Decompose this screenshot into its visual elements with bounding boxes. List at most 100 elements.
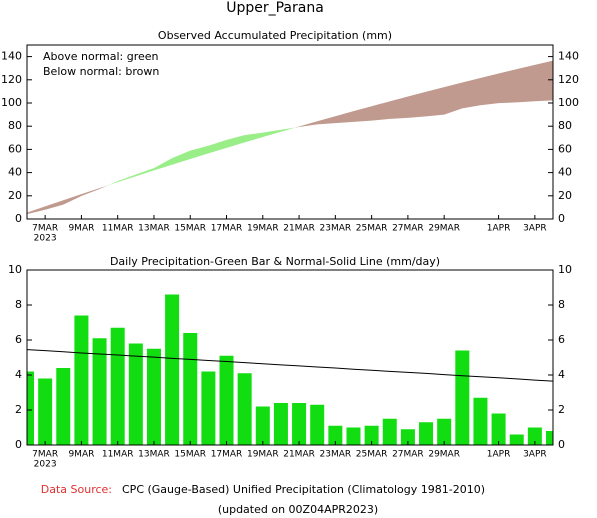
bar bbox=[292, 403, 307, 445]
x-tick-label: 15MAR bbox=[174, 450, 206, 460]
x-tick-label: 13MAR bbox=[138, 450, 170, 460]
plot-area bbox=[27, 294, 553, 445]
y-tick-label: 6 bbox=[558, 333, 565, 346]
plot-frame bbox=[26, 269, 554, 446]
x-tick-label: 25MAR bbox=[356, 450, 388, 460]
bar bbox=[165, 294, 180, 445]
bar bbox=[183, 333, 198, 445]
x-tick-label: 13MAR bbox=[138, 224, 170, 234]
bar bbox=[273, 403, 288, 445]
x-tick-label: 17MAR bbox=[211, 224, 243, 234]
year-label: 2023 bbox=[34, 234, 57, 244]
x-tick-label: 9MAR bbox=[68, 450, 94, 460]
x-tick-label: 21MAR bbox=[283, 450, 315, 460]
bar bbox=[310, 404, 325, 445]
bar bbox=[455, 350, 470, 445]
annotation: Above normal: green bbox=[43, 50, 159, 63]
bar bbox=[110, 327, 125, 445]
y-tick-label: 120 bbox=[558, 73, 579, 86]
bar bbox=[328, 425, 343, 445]
y-tick-label: 20 bbox=[8, 189, 22, 202]
bar bbox=[237, 373, 252, 445]
y-tick-label: 20 bbox=[558, 189, 572, 202]
y-tick-label: 10 bbox=[558, 263, 572, 276]
bar bbox=[146, 348, 161, 445]
bar bbox=[255, 406, 270, 445]
bar bbox=[56, 368, 71, 445]
x-tick-label: 9MAR bbox=[68, 224, 94, 234]
x-tick-label: 7MAR bbox=[32, 450, 58, 460]
page-title: Upper_Parana bbox=[226, 0, 324, 16]
bar bbox=[437, 418, 452, 445]
y-tick-label: 100 bbox=[558, 96, 579, 109]
y-tick-label: 8 bbox=[558, 298, 565, 311]
bar bbox=[419, 422, 434, 445]
y-tick-label: 40 bbox=[8, 166, 22, 179]
source: CPC (Gauge-Based) Unified Precipitation … bbox=[122, 483, 485, 496]
chart-title: Daily Precipitation-Green Bar & Normal-S… bbox=[110, 255, 440, 268]
y-tick-label: 80 bbox=[558, 119, 572, 132]
normal-line bbox=[27, 349, 553, 382]
y-tick-label: 10 bbox=[8, 263, 22, 276]
year-label: 2023 bbox=[34, 460, 57, 470]
bar bbox=[509, 434, 524, 445]
x-tick-label: 3APR bbox=[523, 450, 547, 460]
bar bbox=[92, 338, 107, 445]
x-tick-label: 1APR bbox=[487, 450, 511, 460]
y-tick-label: 6 bbox=[15, 333, 22, 346]
y-tick-label: 100 bbox=[1, 96, 22, 109]
updated: (updated on 00Z04APR2023) bbox=[218, 503, 378, 516]
x-tick-label: 27MAR bbox=[392, 450, 424, 460]
chart-title: Observed Accumulated Precipitation (mm) bbox=[158, 29, 392, 42]
bar bbox=[546, 431, 553, 445]
bar bbox=[400, 429, 415, 445]
y-tick-label: 2 bbox=[15, 403, 22, 416]
bar bbox=[473, 397, 488, 445]
x-tick-label: 29MAR bbox=[428, 224, 460, 234]
y-tick-label: 0 bbox=[15, 212, 22, 225]
x-tick-label: 25MAR bbox=[356, 224, 388, 234]
y-tick-label: 60 bbox=[558, 142, 572, 155]
x-tick-label: 27MAR bbox=[392, 224, 424, 234]
y-tick-label: 0 bbox=[558, 438, 565, 451]
bar bbox=[491, 413, 506, 445]
plot-frame bbox=[26, 44, 554, 220]
bar bbox=[346, 427, 361, 445]
bar bbox=[201, 371, 216, 445]
y-tick-label: 80 bbox=[8, 119, 22, 132]
x-tick-label: 1APR bbox=[487, 224, 511, 234]
bar bbox=[382, 418, 397, 445]
x-tick-label: 23MAR bbox=[320, 224, 352, 234]
source-label: Data Source: bbox=[41, 483, 112, 496]
y-tick-label: 120 bbox=[1, 73, 22, 86]
y-tick-label: 4 bbox=[15, 368, 22, 381]
annotation: Below normal: brown bbox=[43, 65, 159, 78]
above-normal-area bbox=[27, 100, 553, 213]
y-tick-label: 4 bbox=[558, 368, 565, 381]
y-tick-label: 8 bbox=[15, 298, 22, 311]
y-tick-label: 140 bbox=[1, 50, 22, 63]
bar bbox=[38, 378, 53, 445]
y-tick-label: 40 bbox=[558, 166, 572, 179]
x-tick-label: 21MAR bbox=[283, 224, 315, 234]
x-tick-label: 29MAR bbox=[428, 450, 460, 460]
x-tick-label: 17MAR bbox=[211, 450, 243, 460]
x-tick-label: 19MAR bbox=[247, 450, 279, 460]
y-tick-label: 140 bbox=[558, 50, 579, 63]
x-tick-label: 23MAR bbox=[320, 450, 352, 460]
x-tick-label: 11MAR bbox=[102, 224, 134, 234]
bar bbox=[527, 427, 542, 445]
x-tick-label: 3APR bbox=[523, 224, 547, 234]
y-tick-label: 60 bbox=[8, 142, 22, 155]
y-tick-label: 2 bbox=[558, 403, 565, 416]
y-tick-label: 0 bbox=[15, 438, 22, 451]
y-tick-label: 0 bbox=[558, 212, 565, 225]
bar bbox=[74, 315, 89, 445]
x-tick-label: 7MAR bbox=[32, 224, 58, 234]
bar bbox=[364, 425, 379, 445]
bar bbox=[219, 355, 234, 445]
bar bbox=[27, 371, 34, 445]
x-tick-label: 15MAR bbox=[174, 224, 206, 234]
x-tick-label: 11MAR bbox=[102, 450, 134, 460]
